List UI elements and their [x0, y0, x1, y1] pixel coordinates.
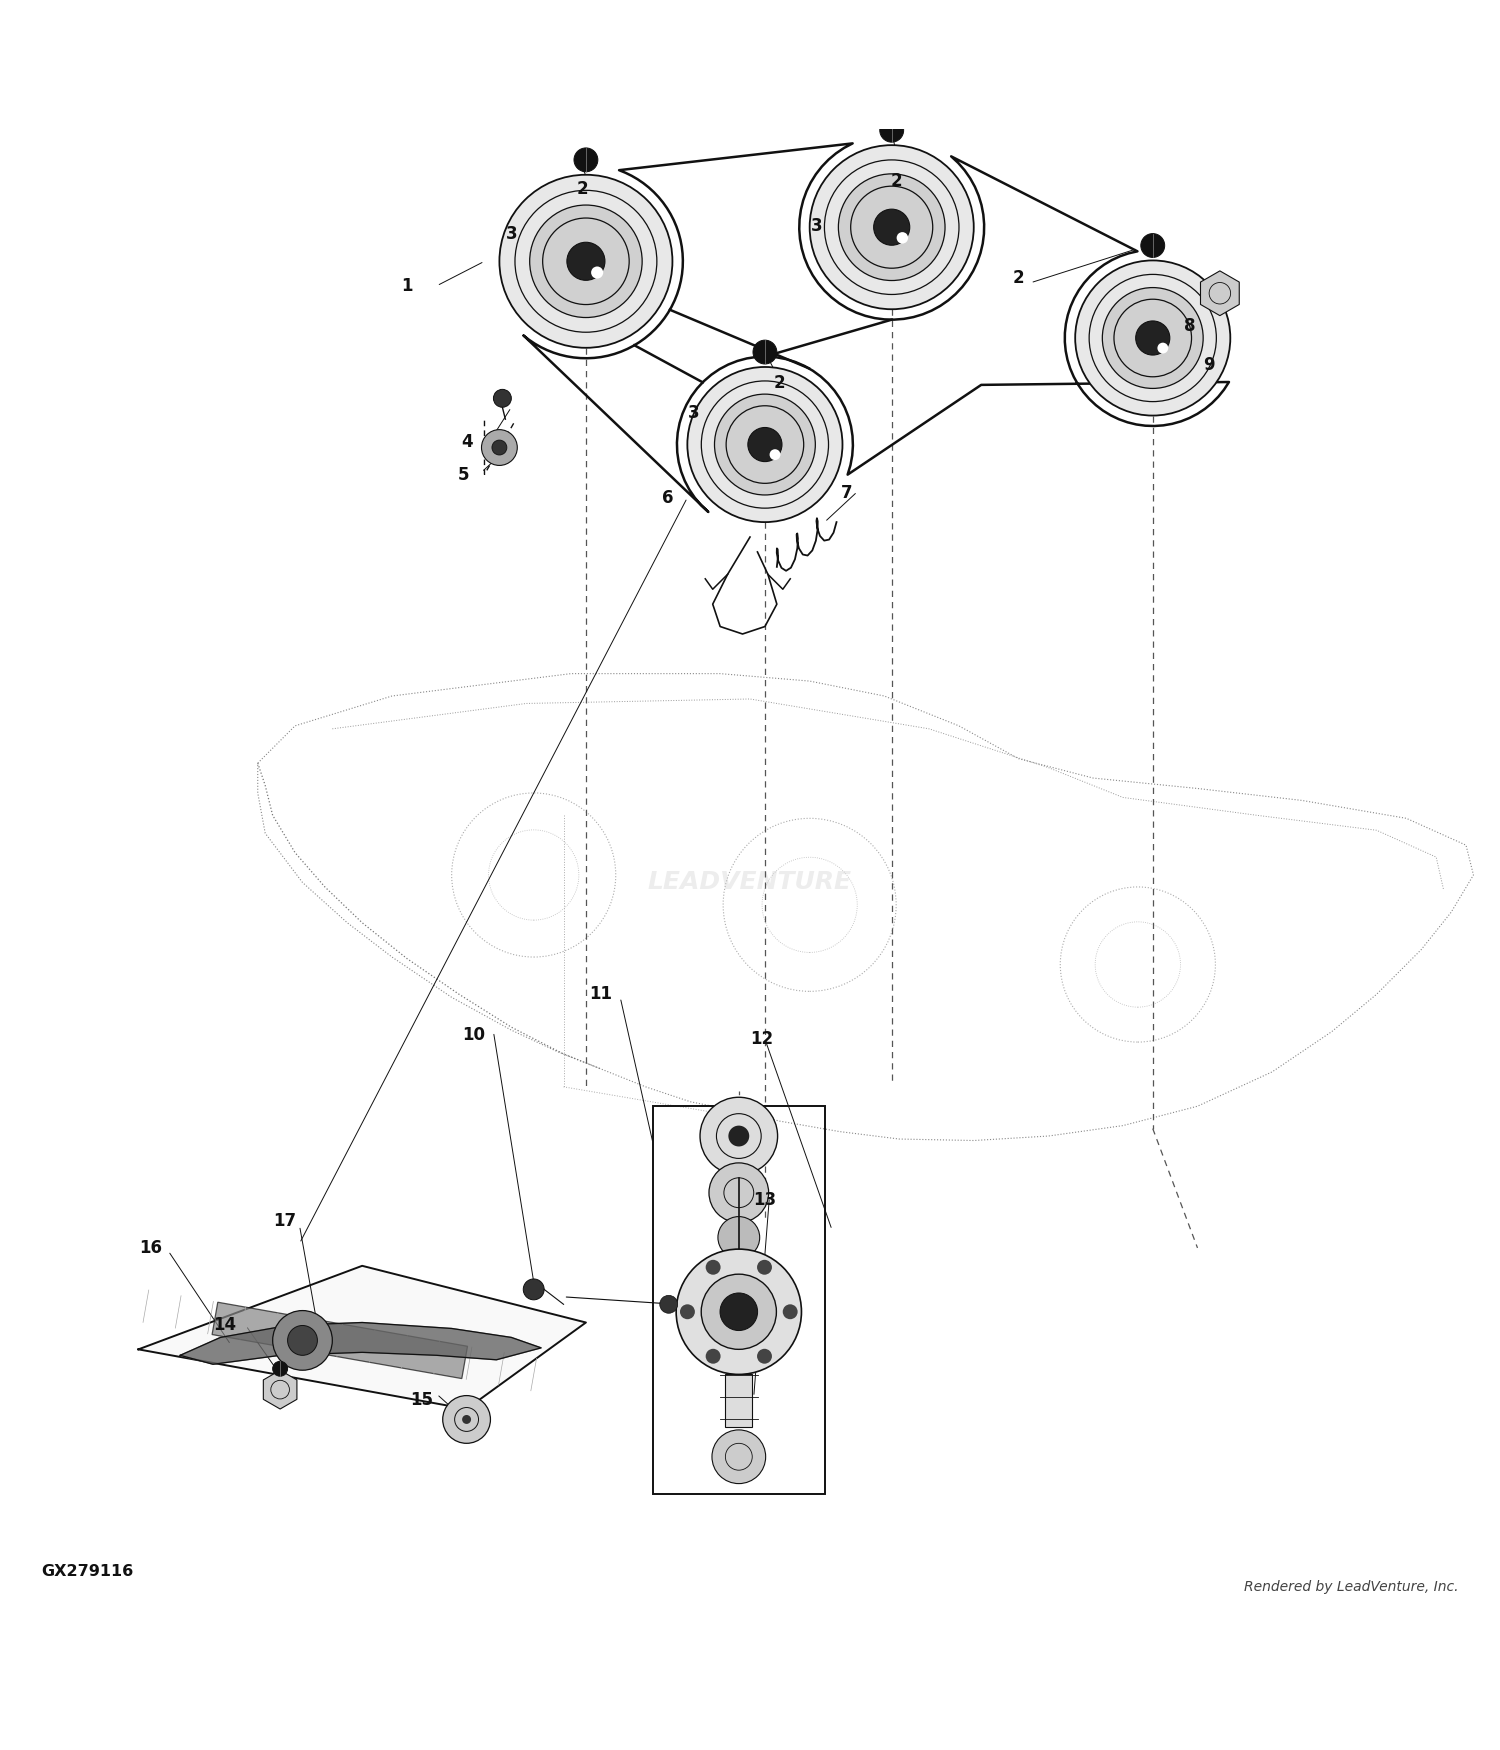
- Bar: [652, 1106, 825, 1494]
- Text: 16: 16: [140, 1239, 162, 1256]
- Circle shape: [273, 1362, 288, 1376]
- Circle shape: [687, 368, 843, 522]
- Circle shape: [700, 1274, 777, 1349]
- Circle shape: [839, 173, 945, 280]
- Circle shape: [591, 266, 603, 278]
- Circle shape: [494, 388, 512, 408]
- Text: 13: 13: [753, 1192, 777, 1209]
- Text: 10: 10: [462, 1026, 486, 1043]
- Text: 3: 3: [812, 217, 824, 234]
- Circle shape: [492, 439, 507, 455]
- Circle shape: [873, 210, 910, 245]
- Circle shape: [1102, 287, 1203, 388]
- Circle shape: [1142, 233, 1164, 257]
- Text: GX279116: GX279116: [42, 1564, 134, 1578]
- Circle shape: [530, 205, 642, 317]
- Circle shape: [758, 1260, 772, 1274]
- Text: 4: 4: [460, 434, 472, 452]
- Text: 2: 2: [1013, 270, 1025, 287]
- Text: 1: 1: [400, 276, 412, 294]
- Text: 17: 17: [273, 1213, 296, 1230]
- Bar: [726, 1374, 752, 1426]
- Circle shape: [1136, 320, 1170, 355]
- Circle shape: [748, 427, 782, 462]
- Text: 9: 9: [1203, 355, 1215, 374]
- Circle shape: [897, 233, 908, 243]
- Text: 8: 8: [1185, 317, 1196, 334]
- Text: 7: 7: [842, 485, 854, 502]
- Text: 3: 3: [687, 404, 699, 422]
- Polygon shape: [1200, 271, 1239, 315]
- Text: 5: 5: [458, 466, 470, 485]
- Circle shape: [705, 1349, 720, 1363]
- Circle shape: [676, 1250, 801, 1374]
- Circle shape: [880, 119, 903, 142]
- Text: 2: 2: [891, 172, 902, 191]
- Circle shape: [524, 1279, 544, 1300]
- Circle shape: [700, 1097, 777, 1174]
- Circle shape: [712, 1430, 765, 1484]
- Circle shape: [482, 430, 518, 466]
- Circle shape: [462, 1416, 471, 1424]
- Text: LEADVENTURE: LEADVENTURE: [648, 870, 852, 894]
- Circle shape: [753, 340, 777, 364]
- Circle shape: [714, 394, 816, 495]
- Circle shape: [680, 1304, 694, 1320]
- Circle shape: [442, 1395, 491, 1444]
- Text: 12: 12: [750, 1031, 774, 1048]
- Text: 3: 3: [506, 224, 518, 243]
- Polygon shape: [180, 1323, 542, 1365]
- Circle shape: [770, 450, 780, 460]
- Circle shape: [273, 1311, 333, 1370]
- Circle shape: [705, 1260, 720, 1274]
- Text: 14: 14: [213, 1316, 237, 1335]
- Circle shape: [758, 1349, 772, 1363]
- Circle shape: [500, 175, 672, 348]
- Text: Rendered by LeadVenture, Inc.: Rendered by LeadVenture, Inc.: [1244, 1580, 1458, 1594]
- Circle shape: [288, 1325, 318, 1354]
- Circle shape: [718, 1216, 759, 1258]
- Text: 11: 11: [590, 985, 612, 1003]
- Circle shape: [783, 1304, 798, 1320]
- Circle shape: [729, 1125, 750, 1146]
- Polygon shape: [264, 1370, 297, 1409]
- Text: 2: 2: [578, 180, 588, 198]
- Circle shape: [1076, 261, 1230, 415]
- Circle shape: [810, 145, 974, 310]
- Circle shape: [710, 1164, 768, 1223]
- Circle shape: [720, 1293, 758, 1330]
- Circle shape: [1158, 343, 1168, 354]
- Circle shape: [567, 242, 604, 280]
- Polygon shape: [138, 1265, 586, 1409]
- Circle shape: [660, 1295, 678, 1312]
- Text: 2: 2: [774, 374, 786, 392]
- Circle shape: [574, 149, 598, 172]
- Text: 6: 6: [662, 488, 674, 506]
- Polygon shape: [211, 1302, 468, 1379]
- Text: 15: 15: [411, 1391, 434, 1409]
